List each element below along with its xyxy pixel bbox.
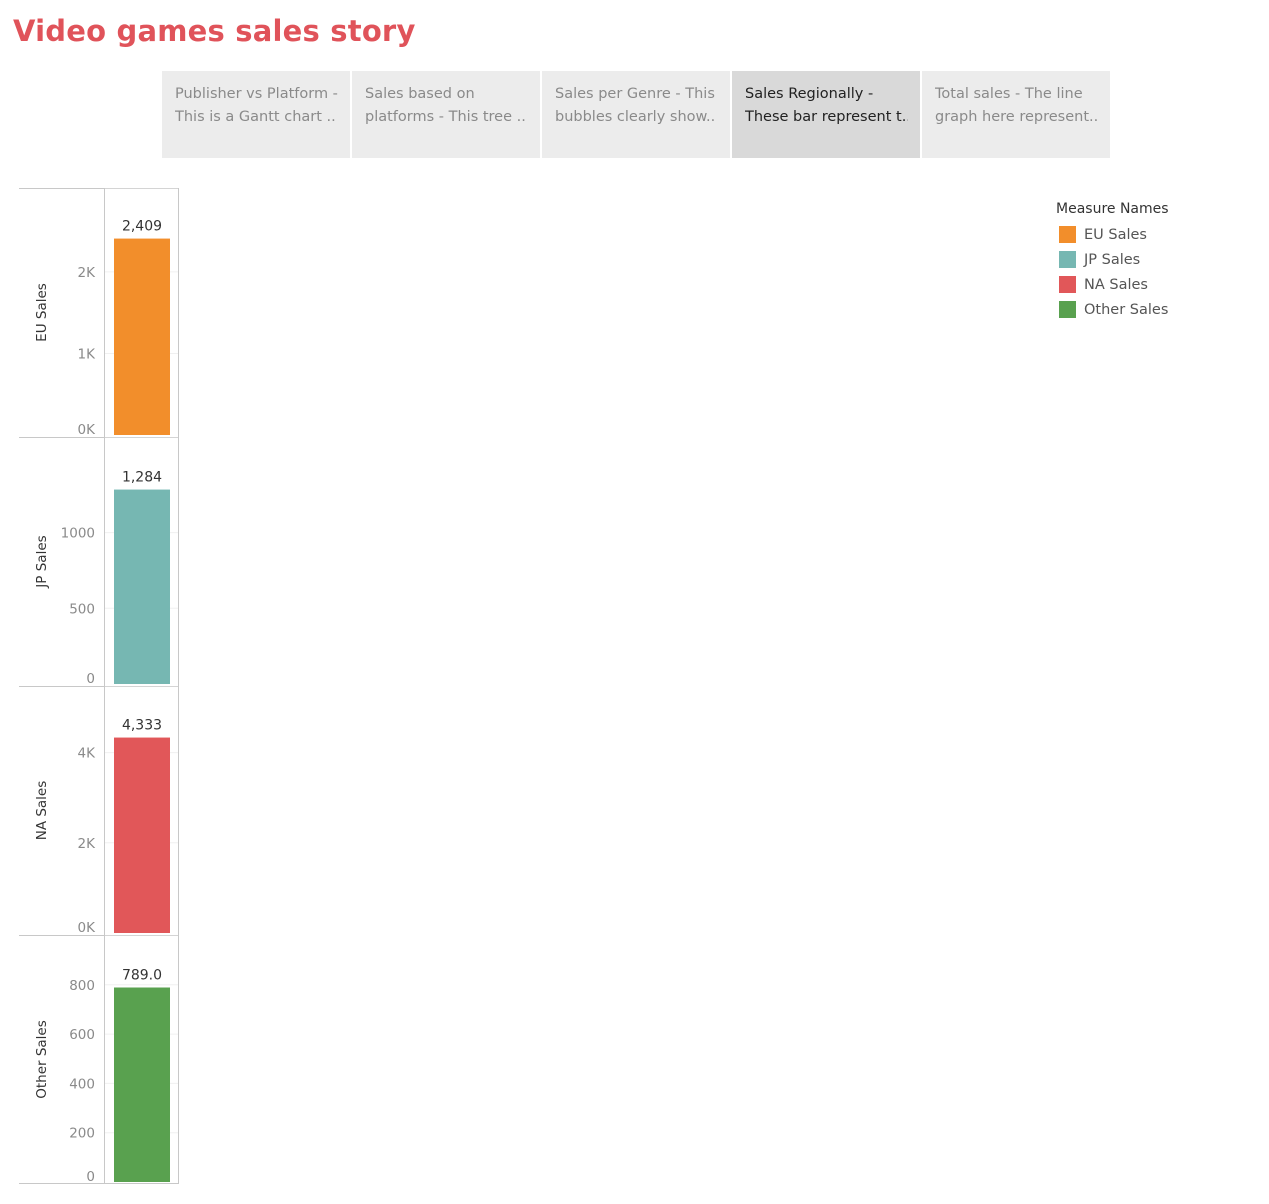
story-title: Video games sales story xyxy=(13,14,416,48)
story-point-5[interactable]: Total sales - The line graph here repres… xyxy=(922,71,1110,158)
y-axis-title: JP Sales xyxy=(34,535,50,588)
bar-value-label: 2,409 xyxy=(122,219,162,235)
bar-value-label: 789.0 xyxy=(122,968,162,984)
y-tick-label: 0 xyxy=(86,671,95,687)
y-tick-label: 4K xyxy=(78,746,97,762)
legend-label: Other Sales xyxy=(1084,301,1169,318)
story-point-caption-line: Total sales - The line xyxy=(935,86,1083,102)
legend: Measure Names EU Sales JP Sales NA Sales… xyxy=(1056,199,1169,322)
story-point-caption-line: Publisher vs Platform - xyxy=(175,86,338,102)
bar xyxy=(114,737,170,933)
bar xyxy=(114,489,170,684)
legend-label: JP Sales xyxy=(1084,251,1141,268)
story-point-caption-line: These bar represent t.. xyxy=(745,109,908,125)
legend-swatch xyxy=(1059,226,1076,243)
y-tick-label: 400 xyxy=(69,1076,95,1092)
story-point-3[interactable]: Sales per Genre - This bubbles clearly s… xyxy=(542,71,730,158)
story-point-4-active[interactable]: Sales Regionally - These bar represent t… xyxy=(732,71,920,158)
story-point-caption-line: graph here represent.. xyxy=(935,109,1098,125)
bar-value-label: 1,284 xyxy=(122,470,162,486)
y-axis-title: Other Sales xyxy=(34,1020,50,1099)
story-point-caption-line: Sales Regionally - xyxy=(745,86,874,102)
y-tick-label: 0 xyxy=(86,1169,95,1185)
story-point-caption-line: bubbles clearly show.. xyxy=(555,109,716,125)
legend-item-eu-sales[interactable]: EU Sales xyxy=(1056,222,1169,247)
story-point-2[interactable]: Sales based on platforms - This tree .. xyxy=(352,71,540,158)
chart-panel-eu-sales: 2,409 0K 1K 2K EU Sales xyxy=(19,188,179,438)
y-tick-label: 0K xyxy=(78,920,97,936)
y-axis-title: EU Sales xyxy=(34,283,50,342)
regional-sales-bar-chart: 2,409 0K 1K 2K EU Sales 1,284 0 500 1000 JP Sales… xyxy=(19,188,179,1185)
story-point-caption-line: platforms - This tree .. xyxy=(365,109,526,125)
legend-item-na-sales[interactable]: NA Sales xyxy=(1056,272,1169,297)
y-tick-label: 1K xyxy=(78,346,97,362)
story-point-caption-line: Sales per Genre - This xyxy=(555,86,715,102)
story-point-caption-line: Sales based on xyxy=(365,86,475,102)
legend-swatch xyxy=(1059,251,1076,268)
legend-swatch xyxy=(1059,301,1076,318)
chart-panel-na-sales: 4,333 0K 2K 4K NA Sales xyxy=(19,686,179,936)
y-tick-label: 2K xyxy=(78,836,97,852)
bar xyxy=(114,238,170,435)
legend-label: NA Sales xyxy=(1084,276,1148,293)
legend-item-jp-sales[interactable]: JP Sales xyxy=(1056,247,1169,272)
legend-item-other-sales[interactable]: Other Sales xyxy=(1056,297,1169,322)
y-tick-label: 600 xyxy=(69,1027,95,1043)
story-point-caption-line: This is a Gantt chart .. xyxy=(175,109,336,125)
y-tick-label: 200 xyxy=(69,1126,95,1142)
y-tick-label: 1000 xyxy=(61,526,95,542)
chart-panel-other-sales: 789.0 0 200 400 600 800 Other Sales xyxy=(19,935,179,1185)
y-tick-label: 500 xyxy=(69,601,95,617)
bar-value-label: 4,333 xyxy=(122,718,162,734)
chart-panel-jp-sales: 1,284 0 500 1000 JP Sales xyxy=(19,437,179,687)
y-tick-label: 2K xyxy=(78,265,97,281)
y-axis-title: NA Sales xyxy=(34,781,50,841)
story-point-1[interactable]: Publisher vs Platform - This is a Gantt … xyxy=(162,71,350,158)
y-tick-label: 800 xyxy=(69,978,95,994)
bar xyxy=(114,987,170,1182)
legend-title: Measure Names xyxy=(1056,201,1169,217)
legend-label: EU Sales xyxy=(1084,226,1147,243)
y-tick-label: 0K xyxy=(78,422,97,438)
legend-swatch xyxy=(1059,276,1076,293)
story-navigator: Publisher vs Platform - This is a Gantt … xyxy=(162,71,1110,158)
